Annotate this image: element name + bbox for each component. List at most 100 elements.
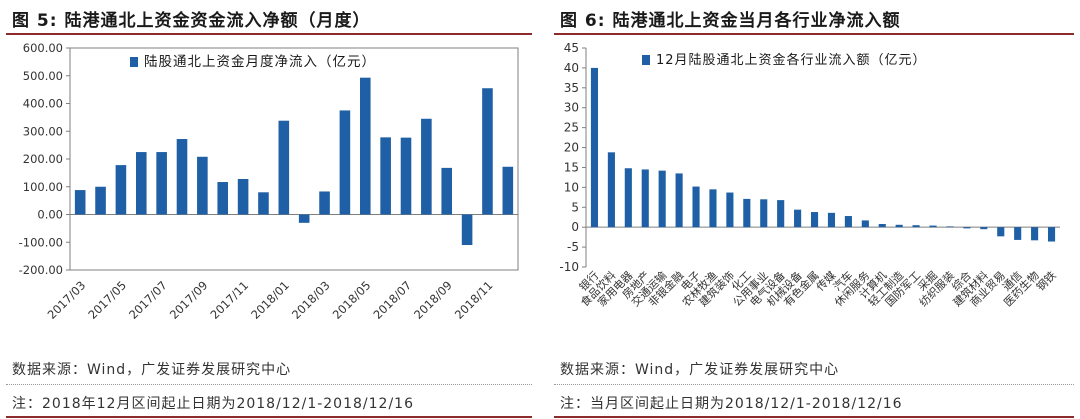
bar-2017/07 [156, 152, 167, 215]
y-tick-label: 100.00 [23, 180, 63, 194]
bar-有色金属 [810, 212, 819, 228]
bar-2017/11 [237, 178, 249, 215]
bar-2017/05 [115, 165, 127, 215]
y-tick-label: 5 [571, 200, 579, 214]
bar-2018/11 [482, 88, 493, 215]
bar-化工 [743, 198, 751, 228]
bar-2017/12 [258, 192, 269, 215]
y-tick-label: 10 [564, 180, 579, 194]
left-bar-chart: 600.00 500.00 400.00 300.00 200.00 100.00 0.00… [19, 41, 519, 322]
bar-计算机 [878, 223, 886, 228]
bar-2017/10 [217, 182, 229, 215]
y-tick-label: 200.00 [23, 152, 63, 166]
bar-休闲服务 [861, 220, 869, 228]
y-tick-label: -5 [567, 240, 579, 254]
left-bottom-rule [6, 416, 532, 418]
x-tick-label: 2017/09 [167, 278, 211, 322]
bar-电气设备 [777, 200, 785, 228]
y-tick-label: -100.00 [19, 235, 63, 249]
bar-2018/06 [380, 137, 391, 215]
right-source: 数据来源：Wind，广发证券发展研究中心 [560, 362, 840, 378]
bar-轻工制造 [895, 224, 903, 228]
bar-非银金融 [675, 173, 683, 228]
y-tick-label: 45 [564, 41, 579, 55]
y-tick-label: 30 [564, 101, 579, 115]
left-figure: 图 5: 陆港通北上资金资金流入净额（月度） 600.00 500.00 400.0… [0, 0, 538, 419]
legend-swatch [642, 55, 650, 65]
bar-商业贸易 [997, 227, 1005, 237]
bar-银行 [590, 67, 599, 228]
y-tick-label: 0.00 [37, 208, 63, 222]
bar-2018/04 [339, 110, 351, 215]
bar-2018/12 [502, 166, 514, 215]
x-tick-label: 2017/07 [126, 278, 170, 322]
right-title-rule [554, 33, 1074, 35]
y-tick-label: 40 [564, 61, 579, 75]
left-title-rule [6, 33, 532, 35]
bar-2018/07 [400, 137, 412, 215]
x-tick-label: 2018/05 [330, 278, 374, 322]
bar-食品饮料 [607, 152, 615, 228]
bar-机械设备 [794, 209, 802, 228]
bar-2017/09 [197, 156, 208, 215]
bar-通信 [1014, 227, 1022, 240]
y-tick-label: 300.00 [23, 124, 63, 138]
y-tick-label: 15 [564, 160, 579, 174]
x-tick-label: 2018/01 [248, 278, 292, 322]
legend-label: 陆股通北上资金月度净流入（亿元） [144, 54, 376, 70]
y-tick-label: 0 [571, 220, 579, 234]
right-bar-chart: 454035302520151050-5-10银行食品饮料家用电器房地产交通运输… [559, 41, 1060, 309]
right-note: 注：当月区间起止日期为2018/12/1-2018/12/16 [560, 396, 903, 412]
x-tick-label-钢铁: 钢铁 [1034, 269, 1059, 294]
bar-家用电器 [624, 168, 632, 228]
bar-综合 [963, 227, 971, 229]
bar-2018/08 [421, 118, 432, 215]
y-tick-label: 600.00 [23, 41, 63, 55]
bar-纺织服装 [946, 226, 954, 228]
bar-2017/06 [135, 152, 147, 215]
x-tick-label: 2017/05 [85, 278, 129, 322]
bar-2017/08 [176, 139, 188, 215]
x-tick-label: 2017/11 [208, 278, 252, 322]
y-tick-label: -10 [559, 260, 579, 274]
bar-2017/03 [74, 190, 86, 215]
bar-钢铁 [1047, 227, 1056, 242]
x-tick-label: 2018/11 [452, 278, 496, 322]
legend-swatch [130, 57, 138, 67]
left-figure-title: 图 5: 陆港通北上资金资金流入净额（月度） [12, 11, 371, 31]
bar-医药生物 [1031, 227, 1039, 241]
right-bottom-rule [554, 416, 1074, 418]
bar-2018/02 [298, 214, 310, 223]
bar-建筑装饰 [726, 192, 734, 228]
bar-2018/10 [461, 214, 473, 246]
bar-公用事业 [760, 199, 768, 228]
y-tick-label: 20 [564, 141, 579, 155]
right-figure: 图 6: 陆港通北上资金当月各行业净流入额 45 40 35 30 25 20 15 10 5 0… [548, 0, 1080, 419]
bar-2017/04 [95, 186, 106, 215]
x-tick-label: 2018/09 [411, 278, 455, 322]
bar-2018/05 [359, 77, 371, 215]
y-tick-label: 35 [564, 81, 579, 95]
y-tick-label: -200.00 [19, 263, 63, 277]
y-tick-label: 25 [564, 121, 579, 135]
x-tick-label: 2018/07 [370, 278, 414, 322]
left-note: 注：2018年12月区间起止日期为2018/12/1-2018/12/16 [12, 396, 414, 412]
left-divider [6, 384, 532, 385]
right-divider [554, 384, 1074, 385]
bar-采掘 [929, 225, 937, 228]
legend-label: 12月陆股通北上资金各行业流入额（亿元） [656, 52, 927, 68]
bar-电子 [692, 186, 700, 228]
y-tick-label: 400.00 [23, 97, 63, 111]
y-tick-label: 500.00 [23, 69, 63, 83]
bar-2018/03 [319, 191, 330, 215]
bar-传媒 [827, 212, 836, 228]
x-tick-label: 2017/03 [45, 278, 89, 322]
bar-2018/09 [441, 167, 453, 215]
bar-农林牧渔 [709, 189, 717, 228]
left-source: 数据来源：Wind，广发证券发展研究中心 [12, 362, 292, 378]
bar-国防军工 [912, 225, 920, 228]
bar-交通运输 [658, 170, 666, 228]
x-tick-label: 2018/03 [289, 278, 333, 322]
bar-2018/01 [278, 120, 290, 215]
bar-房地产 [641, 169, 649, 228]
